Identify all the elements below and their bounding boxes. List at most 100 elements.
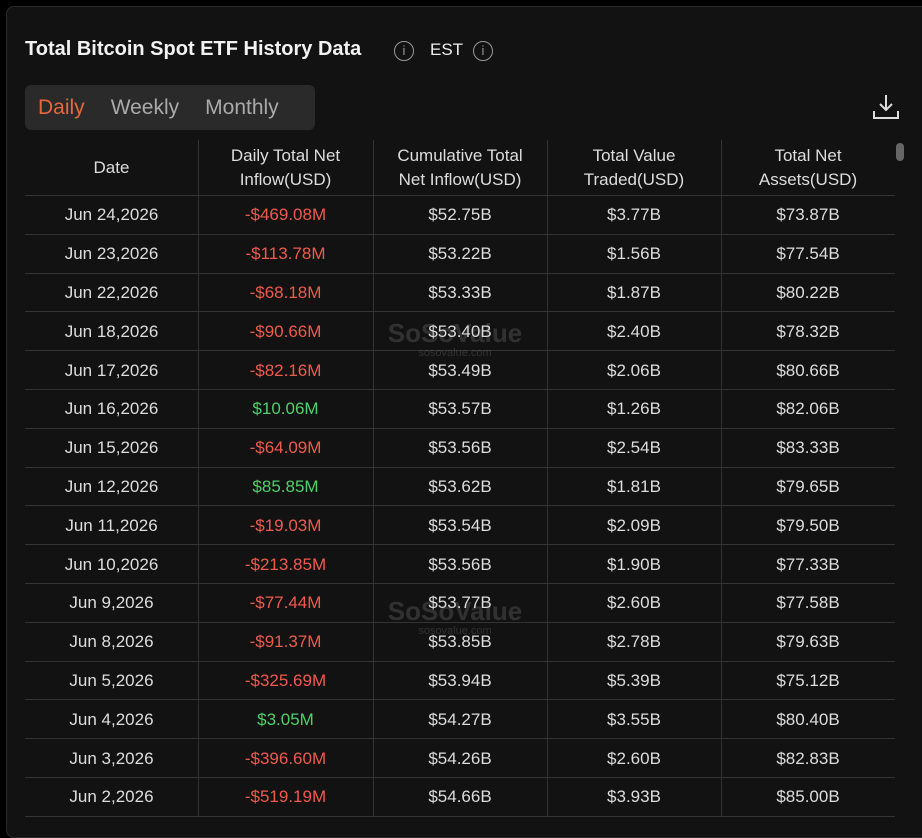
table-cell: $78.32B xyxy=(776,321,840,341)
table-cell: $85.00B xyxy=(776,787,840,807)
row-divider xyxy=(25,815,895,817)
column-header: Daily Total Net Inflow(USD) xyxy=(230,146,341,189)
row-divider xyxy=(25,583,895,584)
title: Total Bitcoin Spot ETF History Data xyxy=(25,38,362,60)
panel xyxy=(6,6,922,838)
table-cell: $79.65B xyxy=(776,476,840,496)
table-cell: -$64.09M xyxy=(249,438,322,458)
table-cell: $5.39B xyxy=(607,670,661,690)
row-divider xyxy=(25,311,895,313)
table-cell: $77.54B xyxy=(776,244,840,264)
row-divider xyxy=(25,466,895,468)
table-cell: $53.57B xyxy=(428,399,492,419)
table-cell: Jun 9,2026 xyxy=(69,593,154,613)
table-cell: $10.06M xyxy=(252,399,319,419)
table-cell: Jun 5,2026 xyxy=(69,670,154,690)
table-cell: Jun 4,2026 xyxy=(69,709,154,729)
table-cell: -$91.37M xyxy=(249,632,322,652)
table-cell: $85.85M xyxy=(252,476,319,496)
column-header: Total Net Assets(USD) xyxy=(758,146,858,189)
table-cell: $2.06B xyxy=(607,360,661,380)
row-divider xyxy=(25,544,895,546)
table-cell: -$325.69M xyxy=(244,670,327,690)
info-icon[interactable]: i xyxy=(394,41,414,61)
column-divider xyxy=(547,140,548,817)
tab[interactable]: Weekly xyxy=(110,95,180,119)
table-cell: $2.60B xyxy=(607,593,661,613)
table-cell: $53.94B xyxy=(428,670,492,690)
table-cell: Jun 2,2026 xyxy=(69,787,154,807)
table-cell: $54.66B xyxy=(428,787,492,807)
row-divider xyxy=(25,233,895,235)
row-divider xyxy=(25,505,895,507)
tab[interactable]: Monthly xyxy=(205,95,279,119)
watermark: SoSoValue sosovalue.com xyxy=(360,318,550,359)
table-cell: $52.75B xyxy=(428,205,492,225)
table-cell: Jun 18,2026 xyxy=(64,321,159,341)
table-cell: $54.26B xyxy=(428,748,492,768)
table-cell: $53.54B xyxy=(428,515,492,535)
column-header: Total Value Traded(USD) xyxy=(583,146,685,189)
row-divider xyxy=(25,195,895,196)
table-cell: $80.22B xyxy=(776,282,840,302)
table-cell: -$113.78M xyxy=(245,244,326,264)
table-cell: $53.22B xyxy=(428,244,492,264)
table-cell: $1.81B xyxy=(607,476,661,496)
table-cell: Jun 3,2026 xyxy=(69,748,154,768)
row-divider xyxy=(25,272,895,274)
watermark-site: sosovalue.com xyxy=(418,625,492,637)
table-cell: Jun 8,2026 xyxy=(69,632,154,652)
table-cell: $2.09B xyxy=(607,515,661,535)
info-icon[interactable]: i xyxy=(473,41,493,61)
table-cell: -$77.44M xyxy=(249,593,322,613)
table-cell: -$519.19M xyxy=(244,787,327,807)
table-cell: $75.12B xyxy=(776,670,840,690)
table-cell: $2.60B xyxy=(607,748,661,768)
table-cell: $53.56B xyxy=(428,438,492,458)
table-cell: $83.33B xyxy=(776,438,840,458)
tab[interactable]: Daily xyxy=(38,95,85,119)
column-divider xyxy=(721,140,722,817)
row-divider xyxy=(25,350,895,352)
table-cell: -$82.16M xyxy=(249,360,322,380)
table-cell: $73.87B xyxy=(776,205,840,225)
table-cell: $53.56B xyxy=(428,554,492,574)
table-cell: $1.26B xyxy=(607,399,661,419)
watermark-brand: SoSoValue xyxy=(387,596,523,626)
table-cell: Jun 24,2026 xyxy=(64,205,159,225)
row-divider xyxy=(25,621,895,623)
row-divider xyxy=(25,660,895,662)
table-cell: $80.40B xyxy=(776,709,840,729)
table-cell: $53.33B xyxy=(428,282,492,302)
table-cell: -$213.85M xyxy=(244,554,327,574)
table-cell: $3.05M xyxy=(257,709,314,729)
table-cell: $3.77B xyxy=(607,205,661,225)
table-cell: -$90.66M xyxy=(249,321,322,341)
row-divider xyxy=(25,699,895,701)
table-cell: Jun 22,2026 xyxy=(64,282,159,302)
table-cell: $82.06B xyxy=(776,399,840,419)
row-divider xyxy=(25,389,895,390)
table-cell: $3.93B xyxy=(607,787,661,807)
scrollbar[interactable] xyxy=(896,143,904,161)
table-cell: $53.49B xyxy=(428,360,492,380)
tab-bar: Daily Weekly Monthly xyxy=(25,85,315,130)
table-cell: $82.83B xyxy=(776,748,840,768)
row-divider xyxy=(25,427,895,429)
table-cell: -$396.60M xyxy=(244,748,327,768)
download-icon[interactable] xyxy=(871,92,901,122)
row-divider xyxy=(25,777,895,778)
table-cell: $53.77B xyxy=(428,593,492,613)
table-cell: $80.66B xyxy=(776,360,840,380)
table-cell: Jun 10,2026 xyxy=(64,554,159,574)
table-cell: $77.58B xyxy=(776,593,840,613)
table-cell: $54.27B xyxy=(428,709,492,729)
table-cell: Jun 16,2026 xyxy=(64,399,159,419)
column-header: Cumulative Total Net Inflow(USD) xyxy=(397,146,523,189)
table-cell: $2.40B xyxy=(607,321,661,341)
table-cell: $2.54B xyxy=(607,438,661,458)
table-cell: Jun 11,2026 xyxy=(65,515,158,535)
table-cell: $3.55B xyxy=(607,709,661,729)
watermark-brand: SoSoValue xyxy=(387,318,523,348)
